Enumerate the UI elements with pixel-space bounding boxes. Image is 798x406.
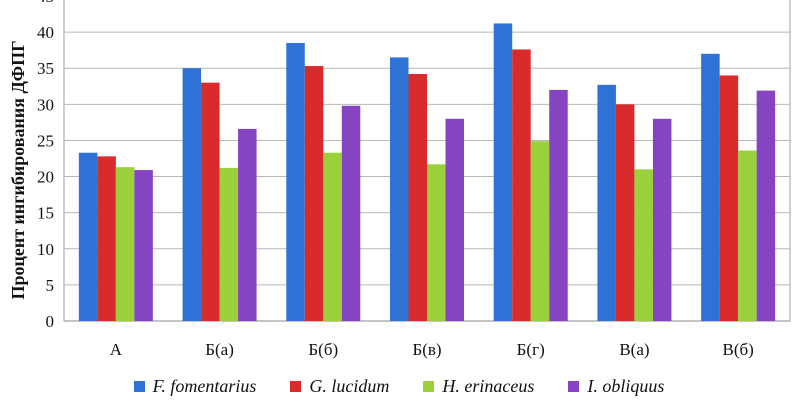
bar [493,23,513,321]
bar [97,156,116,321]
bar [182,68,202,321]
y-tick-label: 35 [37,59,54,78]
bar [115,167,135,321]
bar [719,75,739,321]
legend-item: F. fomentarius [133,375,257,397]
bar [652,118,672,322]
bar [615,104,635,321]
bar [323,152,342,321]
bar [78,152,98,321]
legend-label: I. obliquus [587,375,665,396]
y-tick-label: 10 [37,240,54,259]
bar [304,66,324,321]
bar [756,90,776,321]
legend-label: H. erinaceus [442,375,535,396]
legend-swatch [568,380,580,392]
bar [286,42,305,321]
y-axis-label: Процент ингибирования ДФПГ [8,40,28,299]
x-tick-label: Б(в) [412,340,441,359]
legend: F. fomentarius G. lucidum H. erinaceus I. o… [0,370,798,402]
y-tick-label: 5 [46,276,55,295]
legend-item: I. obliquus [568,376,664,397]
legend-swatch [290,380,302,392]
bar [341,105,361,322]
bar [530,141,550,321]
bar [427,164,446,321]
x-tick-label: Б(б) [308,340,338,359]
legend-swatch [423,380,435,392]
x-tick-label: В(б) [722,340,753,359]
bar [390,57,409,322]
legend-item: G. lucidum [290,376,389,397]
x-tick-label: Б(а) [205,340,234,359]
bar [701,53,720,322]
y-tick-label: 20 [37,168,54,187]
x-tick-label: А [110,340,123,359]
bar [549,89,568,321]
bar [219,167,239,321]
bar [445,118,464,322]
y-tick-label: 40 [37,23,54,42]
x-axis-ticks: А Б(а) Б(б) Б(в) Б(г) В(а) В(б) [110,340,754,359]
bar [408,74,427,321]
x-tick-label: В(а) [619,340,649,359]
y-tick-label: 30 [37,95,54,114]
y-tick-label: 25 [37,131,54,150]
bar [512,49,531,321]
legend-item: H. erinaceus [423,376,534,397]
legend-label: F. fomentarius [152,375,257,396]
legend-label: G. lucidum [309,375,390,396]
bar [597,84,616,321]
bars [78,23,776,322]
y-tick-label: 45 [37,0,54,6]
bar [134,170,153,321]
x-tick-label: Б(г) [517,340,545,359]
bar [738,150,757,321]
y-tick-label: 0 [46,312,55,331]
bar [201,82,220,322]
legend-swatch [133,380,145,392]
bar [238,128,257,321]
y-tick-label: 15 [37,204,54,223]
y-axis-ticks: 0 5 10 15 20 25 30 35 40 45 [37,0,54,331]
bar [634,169,653,321]
